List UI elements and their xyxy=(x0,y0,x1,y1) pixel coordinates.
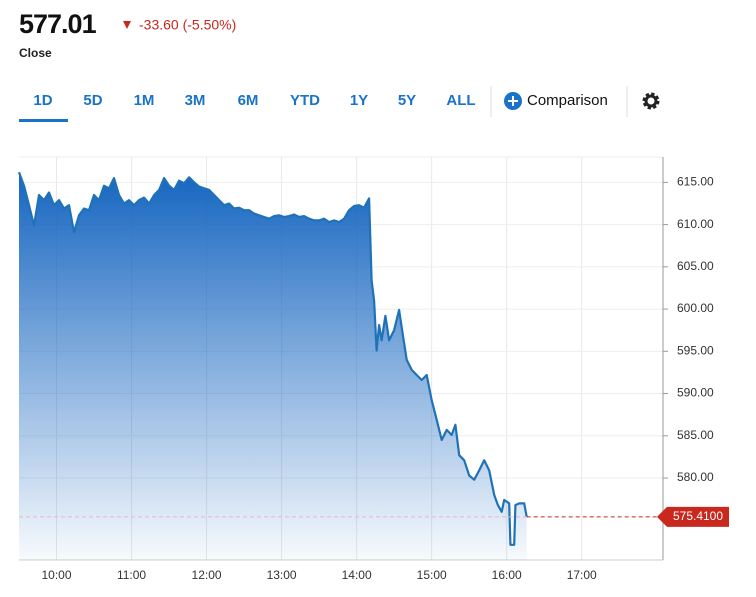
area xyxy=(19,172,527,560)
x-tick-label: 11:00 xyxy=(117,568,146,582)
price: 577.01 xyxy=(19,9,97,39)
settings-button[interactable] xyxy=(642,92,660,110)
x-tick-label: 12:00 xyxy=(192,568,222,582)
last-price-tag xyxy=(657,506,729,527)
x-tick-label: 10:00 xyxy=(41,568,71,582)
tab-underline xyxy=(19,119,68,122)
y-tick-label: 590.00 xyxy=(677,386,714,400)
session: Close xyxy=(19,46,52,60)
range-tab[interactable]: 5D xyxy=(83,92,102,109)
range-tab[interactable]: 5Y xyxy=(398,92,416,109)
y-tick-label: 610.00 xyxy=(677,217,714,231)
comparison-button[interactable]: Comparison xyxy=(504,92,608,110)
price-change: -33.60 (-5.50%) xyxy=(139,17,236,33)
x-tick-label: 13:00 xyxy=(267,568,297,582)
range-tab[interactable]: ALL xyxy=(446,92,475,109)
y-tick-label: 600.00 xyxy=(677,301,714,315)
y-tick-label: 595.00 xyxy=(677,343,714,357)
y-tick-label: 585.00 xyxy=(677,428,714,442)
y-tick-label: 615.00 xyxy=(677,175,714,189)
last-price-label: 575.4100 xyxy=(673,509,723,523)
down-arrow xyxy=(123,21,131,29)
x-tick-label: 14:00 xyxy=(342,568,372,582)
y-tick-label: 580.00 xyxy=(677,470,714,484)
y-tick-label: 605.00 xyxy=(677,259,714,273)
range-tab[interactable]: 1M xyxy=(134,92,155,109)
x-tick-label: 17:00 xyxy=(567,568,597,582)
range-tab[interactable]: YTD xyxy=(290,92,320,109)
range-tab[interactable]: 1D xyxy=(33,92,52,109)
gear xyxy=(644,94,658,108)
range-tabs: 1D 5D 1M 3M 6M YTD 1Y 5Y ALL xyxy=(33,92,475,109)
price-line xyxy=(17,171,528,546)
comparison-label: Comparison xyxy=(527,92,608,109)
plot: 10:00 11:00 12:00 13:00 14:00 15:00 16:00 17:00… xyxy=(17,157,729,582)
range-tab[interactable]: 1Y xyxy=(350,92,368,109)
range-tab[interactable]: 3M xyxy=(185,92,206,109)
x-tick-label: 15:00 xyxy=(417,568,447,582)
plus-sign xyxy=(508,96,518,106)
x-tick-label: 16:00 xyxy=(492,568,522,582)
range-tab[interactable]: 6M xyxy=(238,92,259,109)
